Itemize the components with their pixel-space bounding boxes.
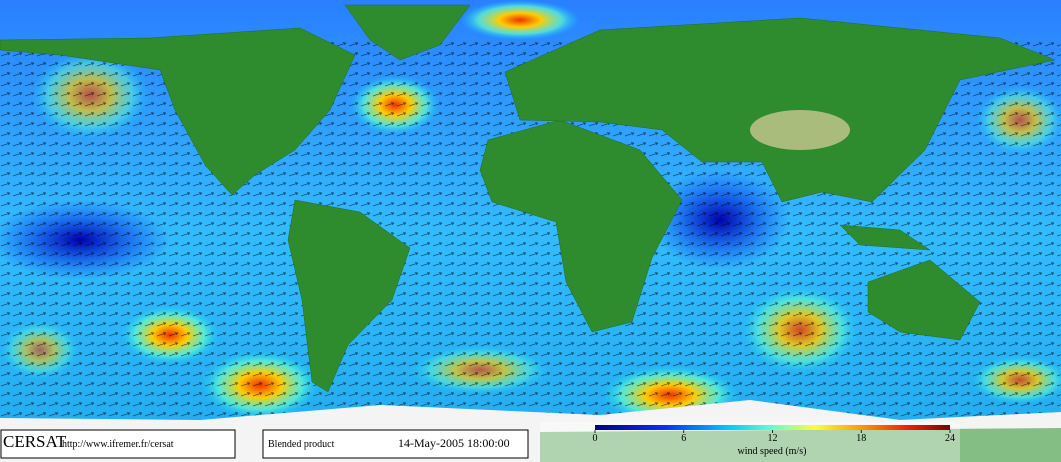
- org: CERSAT: [3, 432, 67, 451]
- plateau: [750, 110, 850, 150]
- timestamp: 14-May-2005 18:00:00: [398, 436, 510, 450]
- colorbar: [595, 425, 950, 430]
- product: Blended product: [268, 439, 335, 450]
- colorbar-label: wind speed (m/s): [738, 446, 807, 457]
- org-box: [0, 429, 236, 459]
- land: [0, 4, 1056, 393]
- colorbar-tick-label: 12: [768, 433, 778, 444]
- colorbar-tick-label: 18: [856, 433, 866, 444]
- colorbar-tick-label: 24: [945, 433, 955, 444]
- url: http://www.ifremer.fr/cersat: [62, 439, 174, 450]
- colorbar-tick-label: 0: [593, 433, 598, 444]
- product-box: [262, 429, 529, 459]
- colorbar-tick-label: 6: [681, 433, 686, 444]
- land-strip: [540, 428, 1061, 462]
